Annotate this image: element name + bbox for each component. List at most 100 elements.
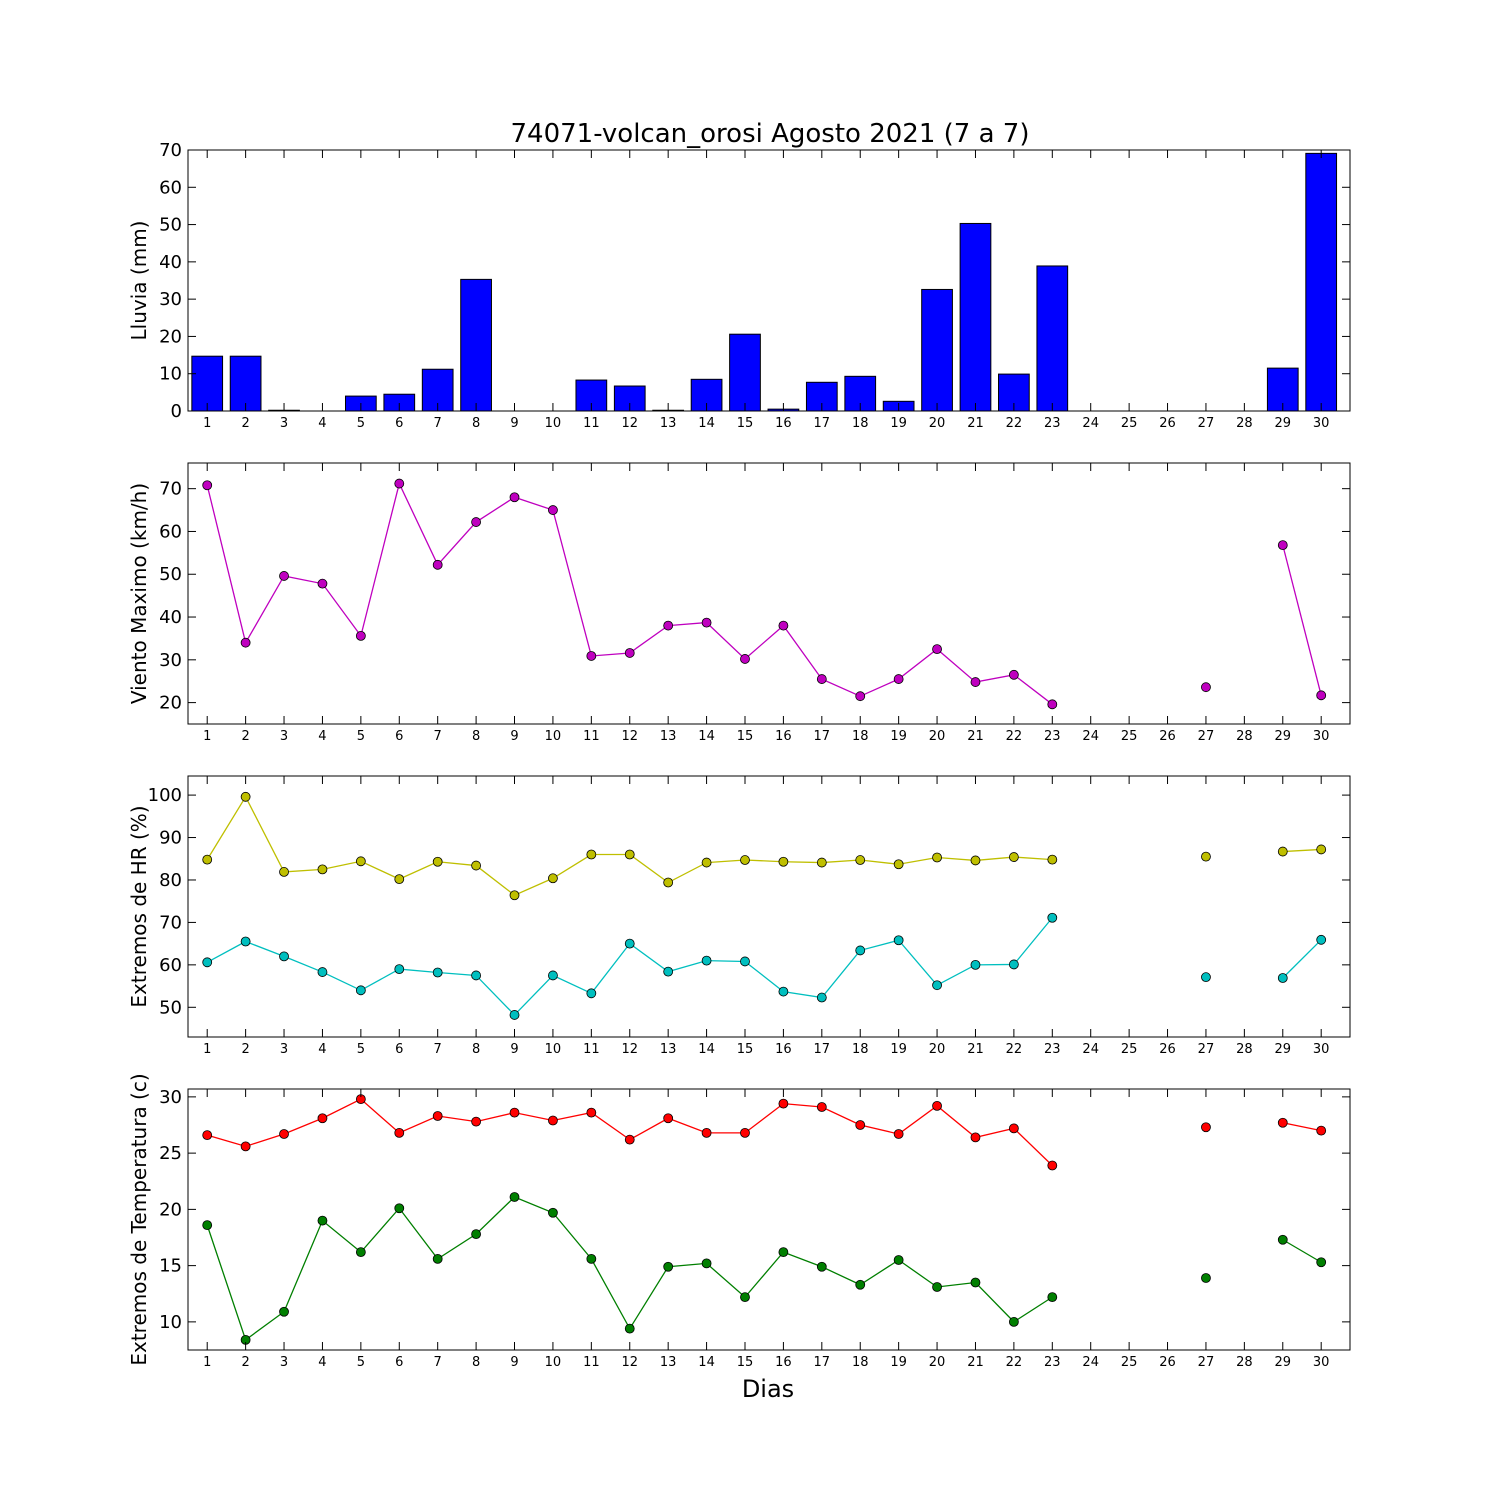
x-tick-label: 6: [395, 416, 403, 431]
x-tick-label: 17: [814, 729, 831, 744]
series-1-point-day-6: [394, 1127, 405, 1138]
series-1-point-day-7: [432, 856, 443, 867]
x-tick-label: 6: [395, 729, 403, 744]
x-tick-label: 13: [660, 416, 677, 431]
series-1-point-day-14: [701, 617, 712, 628]
x-tick-label: 22: [1006, 416, 1023, 431]
x-tick-label: 10: [545, 729, 562, 744]
x-tick-label: 11: [583, 729, 600, 744]
series-1-point-day-17: [816, 1102, 827, 1112]
series-2-point-day-17: [816, 1261, 827, 1272]
axes-frame: [187, 149, 1351, 412]
x-tick-label: 11: [583, 416, 600, 431]
x-tick-label: 8: [472, 416, 480, 431]
x-tick-label: 10: [545, 1355, 562, 1370]
series-2-point-day-27: [1201, 1273, 1211, 1283]
series-1-point-day-20: [932, 644, 942, 655]
x-tick-label: 15: [737, 1355, 754, 1370]
series-1-point-day-11: [586, 651, 597, 661]
x-tick-label: 15: [737, 416, 754, 431]
series-1-point-day-29: [1277, 540, 1288, 551]
x-tick-label: 24: [1082, 1355, 1099, 1370]
x-tick-label: 30: [1313, 416, 1330, 431]
bar-day-8: [460, 278, 492, 412]
series-2-point-day-3: [279, 1306, 289, 1317]
x-tick-label: 20: [929, 416, 946, 431]
series-2-point-day-8: [471, 1229, 482, 1240]
series-1-point-day-18: [855, 1120, 866, 1130]
y-tick-label: 15: [159, 1256, 182, 1277]
x-tick-label: 26: [1159, 416, 1176, 431]
x-tick-label: 3: [280, 1042, 288, 1057]
x-tick-label: 19: [890, 729, 907, 744]
series-2-point-day-18: [855, 945, 866, 956]
series-1-point-day-2: [240, 791, 251, 802]
x-tick-label: 12: [621, 1042, 638, 1057]
series-2-point-day-20: [932, 1282, 942, 1292]
x-tick-label: 18: [852, 416, 869, 431]
series-1-point-day-27: [1201, 682, 1211, 693]
x-tick-label: 26: [1159, 729, 1176, 744]
series-1-point-day-3: [279, 571, 289, 581]
x-tick-label: 30: [1313, 1355, 1330, 1370]
y-tick-label: 50: [159, 215, 182, 236]
x-tick-label: 27: [1198, 1355, 1215, 1370]
x-tick-label: 29: [1275, 1042, 1292, 1057]
x-tick-label: 28: [1236, 1042, 1253, 1057]
x-tick-label: 17: [814, 1355, 831, 1370]
x-tick-label: 4: [318, 416, 326, 431]
y-tick-label: 20: [159, 693, 182, 714]
y-tick-label: 40: [159, 607, 182, 628]
x-tick-label: 2: [241, 1355, 249, 1370]
x-tick-label: 23: [1044, 1355, 1061, 1370]
x-tick-label: 23: [1044, 729, 1061, 744]
series-1-point-day-9: [509, 492, 520, 503]
series-2-point-day-14: [701, 955, 712, 966]
series-2-point-day-9: [509, 1010, 520, 1020]
x-tick-label: 2: [241, 416, 249, 431]
series-1-point-day-22: [1008, 1123, 1019, 1134]
series-2-point-day-23: [1047, 912, 1058, 923]
y-tick-label: 70: [159, 140, 182, 161]
x-tick-label: 9: [510, 416, 518, 431]
x-tick-label: 29: [1275, 729, 1292, 744]
x-tick-label: 30: [1313, 1042, 1330, 1057]
x-tick-label: 1: [203, 416, 211, 431]
series-1-point-day-4: [317, 864, 328, 875]
x-tick-label: 6: [395, 1042, 403, 1057]
x-tick-label: 1: [203, 1355, 211, 1370]
x-tick-label: 24: [1082, 416, 1099, 431]
series-2-line-3: [1282, 1239, 1322, 1263]
series-1-point-day-29: [1277, 1117, 1288, 1128]
series-2-point-day-12: [624, 938, 635, 949]
series-2-point-day-7: [432, 1253, 443, 1264]
series-1-point-day-1: [202, 854, 213, 865]
series-1-point-day-29: [1277, 846, 1288, 857]
x-tick-label: 3: [280, 729, 288, 744]
x-tick-label: 21: [967, 416, 984, 431]
x-tick-label: 12: [621, 729, 638, 744]
series-1-line-3: [1282, 848, 1322, 853]
series-1-point-day-16: [778, 856, 789, 867]
x-tick-label: 5: [357, 416, 365, 431]
series-1-point-day-14: [701, 857, 712, 868]
y-tick-label: 90: [159, 828, 182, 849]
series-1-point-day-18: [855, 691, 866, 702]
y-tick-label: 10: [159, 1312, 182, 1333]
series-2-point-day-11: [586, 1253, 597, 1264]
series-1-point-day-15: [740, 1127, 750, 1138]
x-tick-label: 6: [395, 1355, 403, 1370]
series-2-point-day-13: [663, 966, 674, 977]
series-1-point-day-2: [240, 1141, 251, 1152]
series-1-point-day-5: [355, 630, 366, 641]
x-tick-label: 17: [814, 1042, 831, 1057]
y-tick-label: 50: [159, 564, 182, 585]
x-tick-label: 25: [1121, 1042, 1138, 1057]
bar-day-2: [229, 355, 262, 412]
series-2-point-day-30: [1316, 934, 1327, 945]
x-tick-label: 10: [545, 416, 562, 431]
